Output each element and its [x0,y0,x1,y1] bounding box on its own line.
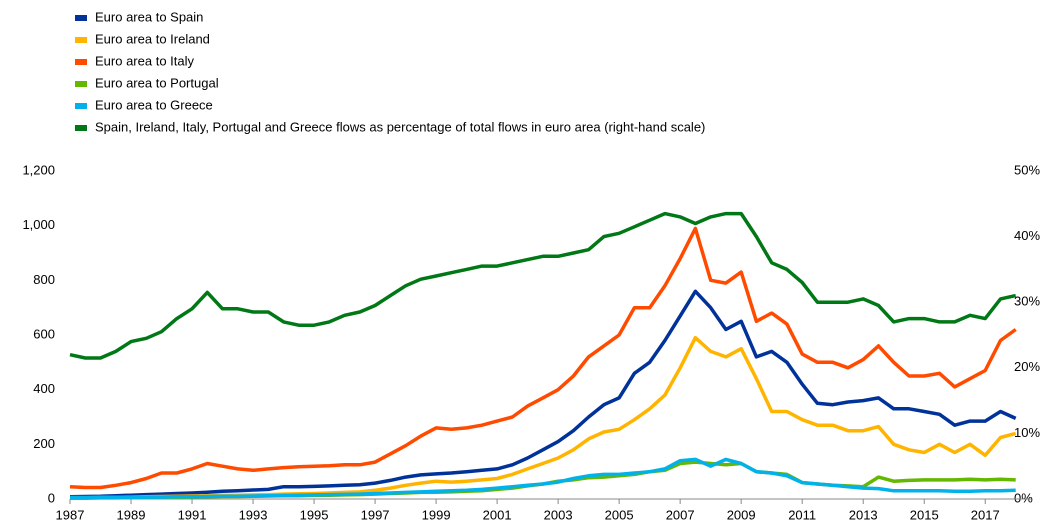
y-tick-label: 600 [33,326,55,341]
x-tick-label: 2011 [788,507,816,522]
legend-swatch [75,15,87,21]
x-tick-label: 1987 [56,507,85,522]
legend-swatch [75,103,87,109]
legend-swatch [75,37,87,43]
legend-swatch [75,81,87,87]
legend-swatch [75,125,87,131]
series-line [69,211,1017,360]
legend-swatch [75,59,87,65]
x-tick-label: 1989 [117,507,146,522]
series-line [69,226,1017,490]
x-tick-label: 2013 [849,507,878,522]
x-tick-label: 2009 [727,507,756,522]
legend-label: Euro area to Portugal [95,75,219,90]
legend-label: Euro area to Spain [95,9,203,24]
x-tick-label: 1993 [239,507,268,522]
y-tick-label: 0 [48,490,55,505]
x-tick-label: 2003 [544,507,573,522]
y-tick-label: 1,200 [22,162,55,177]
legend-label: Euro area to Ireland [95,31,210,46]
x-tick-label: 1991 [178,507,207,522]
legend-label: Euro area to Italy [95,53,194,68]
y2-tick-label: 0% [1014,490,1033,505]
y-tick-label: 200 [33,436,55,451]
x-tick-label: 1995 [300,507,329,522]
legend-label: Euro area to Greece [95,97,213,112]
y2-tick-label: 40% [1014,228,1040,243]
x-tick-label: 2015 [910,507,939,522]
legend-label: Spain, Ireland, Italy, Portugal and Gree… [95,119,705,134]
series-line [70,335,1017,500]
x-tick-label: 2001 [483,507,512,522]
y-tick-label: 800 [33,272,55,287]
y2-tick-label: 20% [1014,359,1040,374]
y-tick-label: 400 [33,381,55,396]
y2-tick-label: 30% [1014,294,1040,309]
series-line [70,457,1016,500]
x-tick-label: 2007 [666,507,695,522]
y2-tick-label: 10% [1014,425,1040,440]
x-tick-label: 2017 [971,507,1000,522]
x-tick-label: 1999 [422,507,451,522]
x-tick-label: 1997 [361,507,390,522]
series-line [69,289,1017,499]
y2-tick-label: 50% [1014,162,1040,177]
x-tick-label: 2005 [605,507,634,522]
y-tick-label: 1,000 [22,217,55,232]
